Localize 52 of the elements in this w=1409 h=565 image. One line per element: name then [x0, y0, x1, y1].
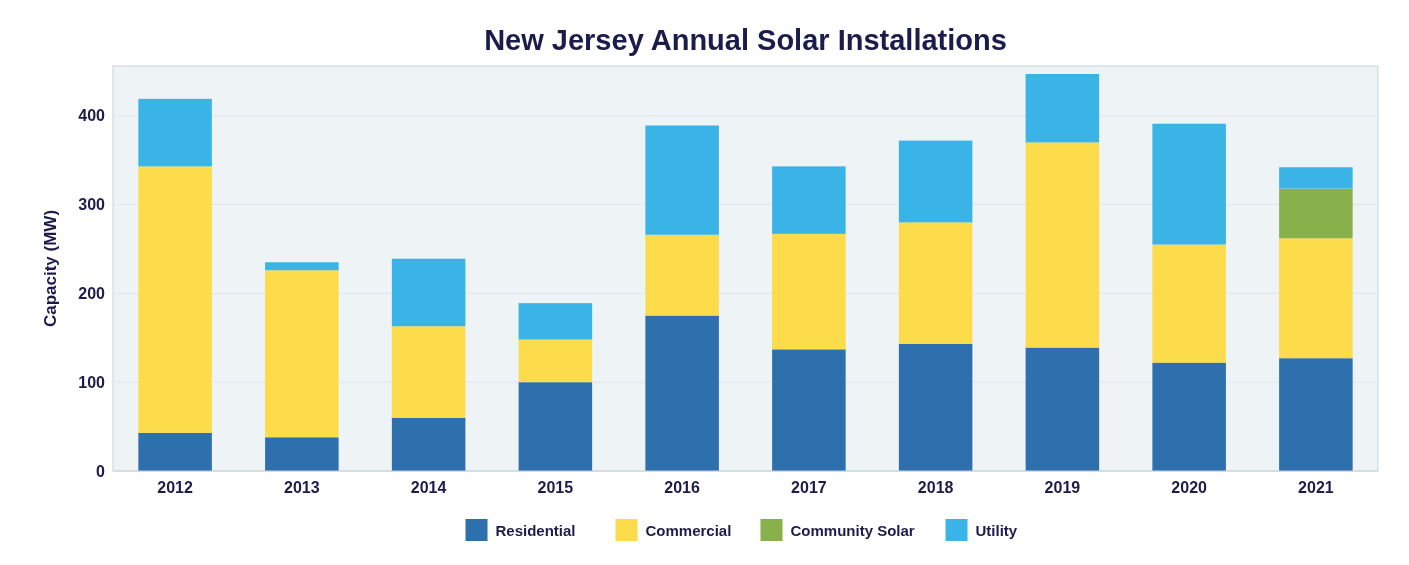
y-tick-label: 0	[96, 462, 106, 480]
x-tick-label: 2020	[1171, 479, 1208, 496]
legend-label: Commercial	[645, 522, 732, 540]
x-tick-label: 2013	[284, 479, 320, 496]
bar	[772, 166, 846, 234]
bar	[518, 339, 593, 383]
x-tick-label: 2015	[537, 479, 574, 496]
bar	[1279, 358, 1353, 471]
bar	[265, 270, 339, 438]
bar	[898, 222, 973, 344]
y-tick-label: 100	[78, 373, 106, 391]
bar	[518, 382, 593, 471]
bar	[1152, 362, 1226, 471]
y-tick-label: 200	[78, 284, 106, 302]
legend-label: Utility	[975, 522, 1018, 540]
bar	[1152, 244, 1226, 363]
bar	[391, 326, 466, 418]
bar	[898, 343, 973, 471]
x-tick-label: 2018	[917, 479, 954, 496]
legend-label: Residential	[495, 522, 576, 540]
y-axis-title: Capacity (MW)	[41, 209, 60, 328]
bar	[265, 437, 339, 471]
y-tick-label: 300	[78, 196, 106, 214]
x-tick-label: 2019	[1044, 479, 1081, 496]
bar	[391, 417, 466, 471]
bar	[1152, 123, 1226, 245]
bar	[1025, 73, 1100, 143]
bar	[391, 258, 466, 327]
bar	[265, 262, 339, 271]
bar	[138, 98, 212, 167]
bar	[1025, 142, 1100, 348]
chart-title: New Jersey Annual Solar Installations	[484, 24, 1007, 56]
bar	[772, 349, 846, 471]
bar	[645, 125, 719, 235]
bar	[772, 233, 846, 350]
bar	[1279, 188, 1353, 239]
bar	[518, 303, 593, 340]
bar	[898, 140, 973, 223]
legend-label: Community Solar	[790, 522, 915, 540]
x-tick-label: 2021	[1298, 479, 1334, 496]
bar	[138, 432, 212, 471]
bar	[645, 315, 719, 471]
bar	[1025, 347, 1100, 471]
x-tick-label: 2016	[664, 479, 701, 496]
x-tick-label: 2017	[791, 479, 827, 496]
bar	[1279, 167, 1353, 189]
x-tick-label: 2014	[410, 479, 447, 496]
bar	[1279, 238, 1353, 359]
bar	[138, 166, 212, 433]
bar	[645, 234, 719, 316]
y-tick-label: 400	[78, 107, 106, 125]
x-tick-label: 2012	[157, 479, 194, 496]
